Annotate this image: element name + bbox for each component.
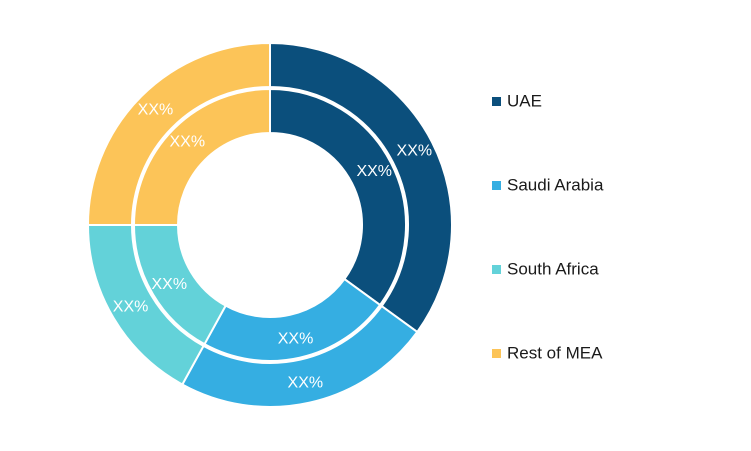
donut-rings: XX%XX%XX%XX%XX%XX%XX%XX% <box>86 41 453 408</box>
legend-swatch-1 <box>492 181 501 190</box>
inner-slice-label-3: XX% <box>169 133 205 150</box>
legend-swatch-0 <box>492 97 501 106</box>
outer-slice-label-3: XX% <box>138 102 174 119</box>
inner-slice-3 <box>132 87 271 226</box>
legend-label-0: UAE <box>507 91 542 110</box>
legend-label-2: South Africa <box>507 259 599 278</box>
outer-slice-3 <box>86 41 271 226</box>
inner-slice-0 <box>269 87 407 307</box>
legend-label-3: Rest of MEA <box>507 343 603 362</box>
inner-slice-label-1: XX% <box>278 330 314 347</box>
legend-swatch-3 <box>492 349 501 358</box>
outer-slice-label-2: XX% <box>113 299 149 316</box>
outer-slice-label-1: XX% <box>288 374 324 391</box>
legend-swatch-2 <box>492 265 501 274</box>
legend: UAE Saudi Arabia South Africa Rest of MEA <box>492 91 604 362</box>
outer-slice-label-0: XX% <box>397 143 433 160</box>
inner-slice-label-2: XX% <box>152 276 188 293</box>
legend-label-1: Saudi Arabia <box>507 175 604 194</box>
inner-slice-label-0: XX% <box>356 163 392 180</box>
